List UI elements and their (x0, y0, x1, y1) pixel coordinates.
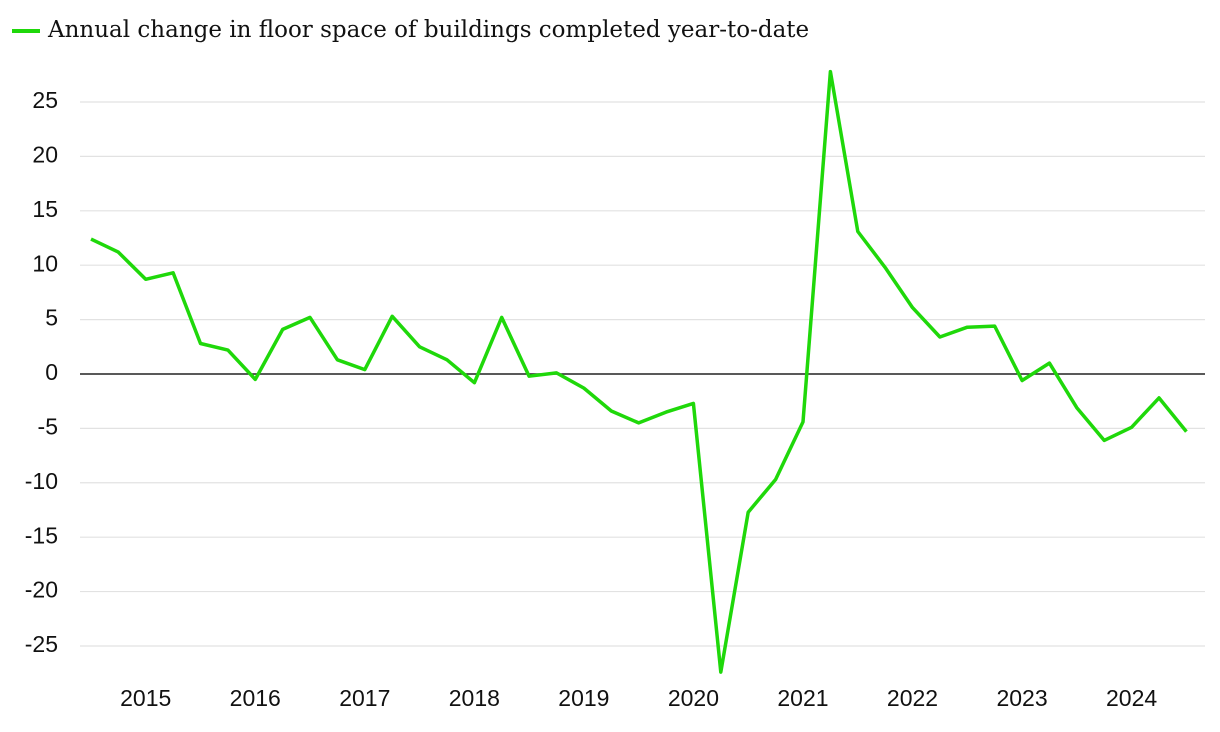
data-line (90, 69, 1188, 674)
y-tick-label: -25 (25, 631, 58, 657)
x-tick-label: 2017 (339, 685, 390, 711)
y-tick-label: 5 (45, 305, 58, 331)
y-tick-label: -15 (25, 522, 58, 548)
y-tick-label: 15 (32, 196, 58, 222)
x-tick-label: 2016 (230, 685, 281, 711)
y-tick-label: -10 (25, 468, 58, 494)
x-tick-label: 2022 (887, 685, 938, 711)
y-tick-label: 10 (32, 250, 58, 276)
y-tick-label: 0 (45, 359, 58, 385)
x-tick-label: 2021 (777, 685, 828, 711)
x-tick-label: 2015 (120, 685, 171, 711)
x-tick-label: 2023 (996, 685, 1047, 711)
y-tick-label: -5 (38, 413, 58, 439)
x-tick-label: 2024 (1106, 685, 1157, 711)
x-tick-label: 2018 (449, 685, 500, 711)
x-tick-label: 2020 (668, 685, 719, 711)
x-tick-label: 2019 (558, 685, 609, 711)
legend-label: Annual change in floor space of building… (47, 17, 809, 43)
y-tick-label: 25 (32, 87, 58, 113)
y-tick-label: -20 (25, 577, 58, 603)
y-tick-label: 20 (32, 141, 58, 167)
